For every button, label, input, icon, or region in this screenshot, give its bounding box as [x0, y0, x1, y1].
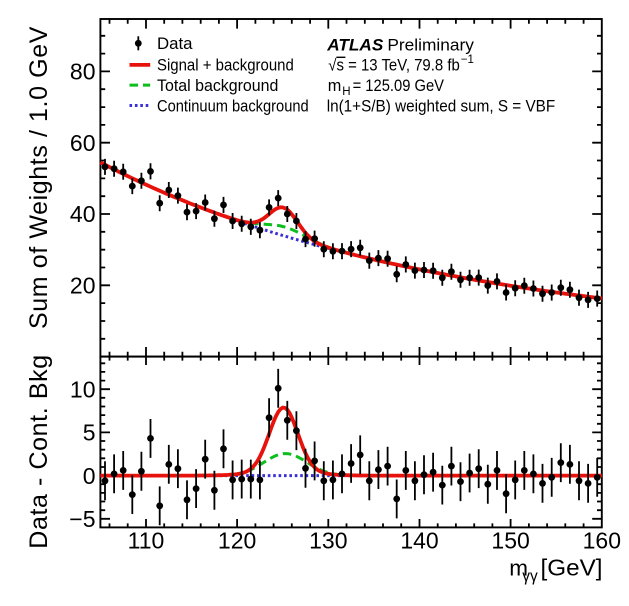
svg-text:= 125.09 GeV: = 125.09 GeV [353, 77, 445, 95]
svg-text:0: 0 [83, 463, 96, 489]
svg-text:40: 40 [70, 201, 96, 227]
svg-text:Preliminary: Preliminary [387, 36, 474, 54]
svg-text:160: 160 [583, 527, 621, 553]
svg-text:m: m [509, 556, 528, 581]
svg-text:110: 110 [128, 527, 165, 553]
svg-text:−5: −5 [69, 506, 95, 532]
svg-text:Signal + background: Signal + background [157, 57, 294, 75]
svg-text:Total background: Total background [157, 77, 278, 95]
svg-text:Sum of Weights / 1.0 GeV: Sum of Weights / 1.0 GeV [25, 26, 53, 329]
svg-text:20: 20 [70, 273, 96, 299]
svg-text:γγ: γγ [522, 568, 538, 585]
svg-text:ln(1+S/B) weighted sum, S = VB: ln(1+S/B) weighted sum, S = VBF [327, 98, 556, 116]
svg-text:H: H [342, 86, 350, 98]
svg-text:60: 60 [70, 130, 96, 156]
svg-text:5: 5 [83, 420, 96, 446]
svg-text:√s = 13 TeV, 79.8 fb: √s = 13 TeV, 79.8 fb [328, 56, 460, 74]
svg-text:Data: Data [157, 35, 193, 53]
svg-text:Data - Cont. Bkg: Data - Cont. Bkg [25, 354, 53, 548]
svg-text:Continuum background: Continuum background [157, 97, 309, 115]
svg-text:120: 120 [218, 527, 256, 553]
svg-text:130: 130 [309, 527, 347, 553]
svg-text:140: 140 [400, 527, 438, 553]
svg-text:ATLAS: ATLAS [326, 36, 383, 54]
svg-text:−1: −1 [461, 54, 474, 66]
svg-text:150: 150 [491, 527, 529, 553]
svg-text:80: 80 [70, 59, 96, 85]
svg-text:10: 10 [70, 376, 96, 402]
svg-text:[GeV]: [GeV] [541, 555, 603, 581]
svg-text:m: m [328, 77, 342, 95]
